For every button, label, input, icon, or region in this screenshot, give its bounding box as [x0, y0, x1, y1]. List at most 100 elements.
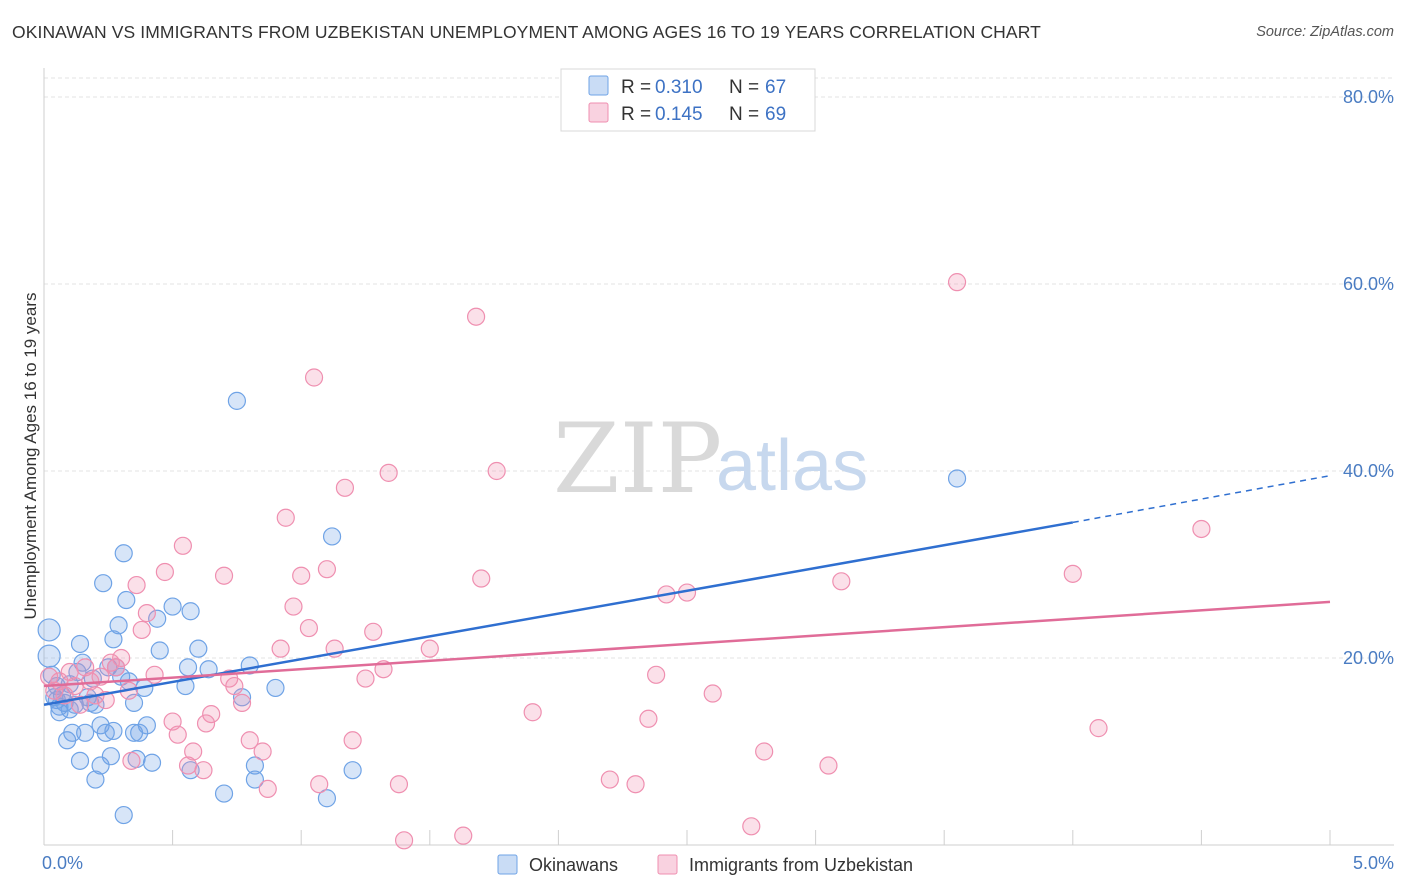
point-okinawans-33 — [114, 544, 133, 563]
point-uzbekistan-38 — [276, 508, 295, 527]
point-uzbekistan-46 — [335, 478, 355, 497]
chart-title: OKINAWAN VS IMMIGRANTS FROM UZBEKISTAN U… — [12, 22, 1041, 42]
point-okinawans-41 — [137, 716, 156, 735]
point-uzbekistan-13 — [106, 658, 126, 677]
point-uzbekistan-37 — [271, 639, 290, 658]
point-uzbekistan-7 — [76, 658, 95, 677]
point-okinawans-1 — [37, 618, 61, 642]
point-uzbekistan-63 — [647, 665, 666, 684]
point-okinawans-24 — [94, 574, 113, 593]
y-tick-label-60: 60.0% — [1343, 274, 1394, 294]
point-uzbekistan-57 — [472, 569, 491, 588]
point-uzbekistan-51 — [379, 463, 398, 482]
legend-swatch-okinawans — [588, 75, 609, 96]
point-okinawans-47 — [178, 658, 198, 677]
legend-n-label-uzbekistan: N = — [729, 104, 759, 125]
point-okinawans-43 — [148, 609, 167, 628]
legend-n-value-uzbekistan: 69 — [765, 104, 786, 125]
point-uzbekistan-39 — [284, 597, 303, 616]
point-okinawans-11 — [63, 723, 82, 742]
point-uzbekistan-67 — [742, 817, 761, 836]
point-uzbekistan-71 — [947, 273, 967, 292]
point-uzbekistan-21 — [155, 562, 174, 582]
point-uzbekistan-18 — [132, 620, 151, 640]
point-uzbekistan-36 — [258, 779, 277, 799]
y-tick-label-80: 80.0% — [1343, 87, 1394, 107]
point-okinawans-51 — [214, 784, 234, 803]
point-uzbekistan-44 — [317, 560, 337, 579]
point-okinawans-44 — [150, 641, 169, 660]
point-okinawans-0 — [37, 644, 61, 668]
point-uzbekistan-6 — [70, 695, 90, 714]
point-uzbekistan-55 — [454, 826, 473, 845]
point-okinawans-58 — [317, 789, 337, 808]
point-okinawans-28 — [104, 721, 123, 741]
point-uzbekistan-40 — [292, 566, 311, 585]
point-okinawans-55 — [245, 770, 265, 789]
point-uzbekistan-16 — [122, 751, 141, 770]
point-uzbekistan-20 — [145, 665, 164, 684]
point-uzbekistan-58 — [487, 461, 506, 481]
legend-r-label-okinawans: R = — [621, 77, 651, 98]
legend-top: R = 0.310 N = 67 R = 0.145 N = 69 — [560, 68, 816, 132]
point-uzbekistan-74 — [1192, 519, 1211, 539]
legend-bottom-swatch-okinawans — [497, 854, 518, 875]
point-okinawans-50 — [199, 660, 218, 679]
grid-lines — [44, 77, 1394, 659]
x-tick-label-min: 0.0% — [42, 853, 83, 873]
legend-n-value-okinawans: 67 — [765, 77, 786, 98]
point-okinawans-31 — [109, 616, 128, 635]
point-okinawans-48 — [181, 602, 200, 621]
point-uzbekistan-23 — [168, 725, 187, 744]
legend-r-label-uzbekistan: R = — [621, 104, 651, 125]
point-uzbekistan-32 — [225, 676, 244, 696]
x-ticks — [172, 830, 1331, 845]
trend-lines — [43, 474, 1331, 706]
point-okinawans-57 — [266, 678, 285, 698]
point-okinawans-59 — [322, 527, 342, 546]
legend-bottom-swatch-uzbekistan — [657, 854, 678, 875]
y-tick-label-40: 40.0% — [1343, 461, 1394, 481]
point-uzbekistan-27 — [194, 761, 213, 780]
point-uzbekistan-24 — [173, 536, 192, 555]
watermark-zip: ZIP — [553, 403, 722, 515]
point-uzbekistan-56 — [466, 307, 486, 326]
trend-line-okinawans-extension — [1072, 474, 1331, 524]
point-okinawans-14 — [70, 634, 90, 654]
legend-bottom-label-okinawans: Okinawans — [529, 855, 618, 875]
point-uzbekistan-17 — [127, 575, 146, 595]
point-okinawans-56 — [245, 756, 265, 775]
point-uzbekistan-43 — [310, 775, 329, 794]
point-okinawans-16 — [76, 723, 95, 742]
point-uzbekistan-66 — [703, 684, 722, 703]
point-uzbekistan-62 — [639, 709, 658, 728]
point-uzbekistan-73 — [1089, 719, 1108, 738]
point-okinawans-27 — [101, 747, 120, 766]
watermark-atlas: atlas — [716, 426, 868, 506]
point-okinawans-61 — [947, 469, 967, 488]
point-uzbekistan-59 — [523, 703, 542, 722]
x-tick-label-max: 5.0% — [1353, 853, 1394, 873]
point-okinawans-42 — [142, 753, 162, 772]
legend-r-value-okinawans: 0.310 — [655, 77, 703, 98]
point-okinawans-45 — [163, 597, 182, 616]
point-uzbekistan-30 — [214, 566, 234, 585]
point-uzbekistan-72 — [1063, 564, 1082, 583]
point-okinawans-52 — [227, 391, 246, 410]
point-uzbekistan-54 — [420, 639, 439, 658]
point-uzbekistan-14 — [112, 648, 131, 668]
legend-swatch-uzbekistan — [588, 102, 609, 123]
point-uzbekistan-47 — [343, 731, 362, 750]
legend-bottom-label-uzbekistan: Immigrants from Uzbekistan — [689, 855, 913, 875]
point-uzbekistan-68 — [755, 742, 774, 761]
point-uzbekistan-19 — [137, 604, 156, 623]
point-okinawans-66 — [189, 639, 208, 658]
point-uzbekistan-5 — [65, 676, 84, 696]
series-okinawans-points — [37, 391, 967, 825]
point-uzbekistan-34 — [240, 731, 259, 750]
source-credit: Source: ZipAtlas.com — [1256, 24, 1394, 40]
point-uzbekistan-61 — [626, 775, 645, 794]
y-tick-labels: 20.0% 40.0% 60.0% 80.0% — [1343, 87, 1394, 668]
trend-line-uzbekistan — [43, 600, 1331, 688]
